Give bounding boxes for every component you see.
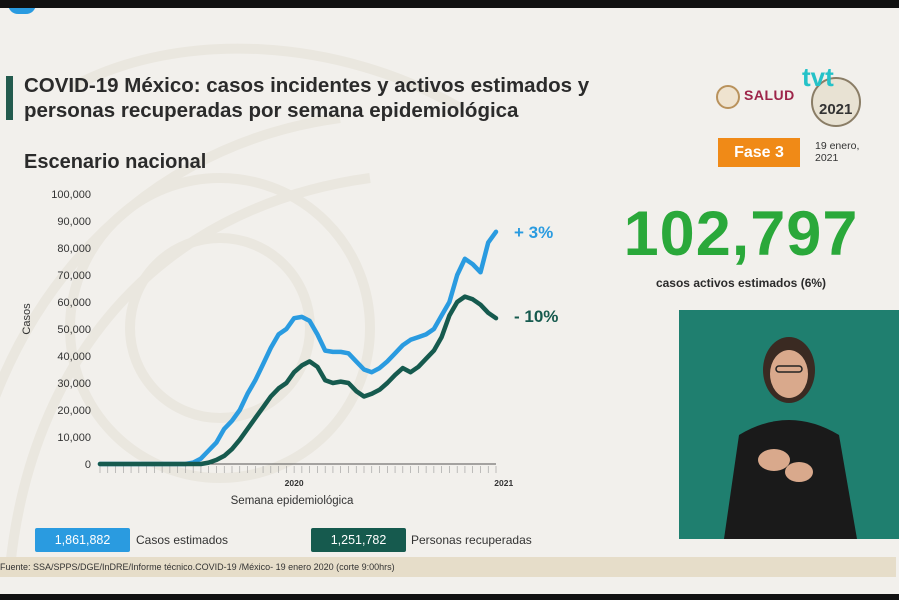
- tvt-logo-year: 2021: [819, 101, 852, 118]
- active-cases-value: 102,797: [623, 199, 859, 269]
- y-tick-label: 50,000: [57, 324, 91, 336]
- corner-decoration: [8, 8, 36, 14]
- report-date: 19 enero, 2021: [815, 140, 860, 164]
- legend-recovered-value: 1,251,782: [311, 528, 406, 552]
- svg-text:tvt: tvt: [802, 62, 834, 92]
- ornament-watermark: [0, 43, 463, 569]
- series-change-label: + 3%: [514, 223, 553, 242]
- legend-estimated-label: Casos estimados: [136, 533, 229, 547]
- y-tick-label: 40,000: [57, 351, 91, 363]
- y-axis: 0 10,000 20,000 30,000 40,000 50,000 60,000 70,…: [51, 189, 91, 471]
- series-change-label: - 10%: [514, 307, 558, 326]
- y-tick-label: 80,000: [57, 243, 91, 255]
- series-layer: + 3% - 10%: [97, 223, 558, 467]
- y-tick-label: 0: [85, 459, 91, 471]
- salud-logo: SALUD: [716, 83, 802, 113]
- y-tick-label: 70,000: [57, 270, 91, 282]
- slide-background: COVID-19 México: casos incidentes y acti…: [0, 8, 899, 594]
- x-year-label: 2020: [285, 478, 304, 488]
- sign-language-interpreter: [679, 310, 899, 539]
- y-tick-label: 100,000: [51, 189, 91, 201]
- legend-estimated-value: 1,861,882: [35, 528, 130, 552]
- slide-subtitle: Escenario nacional: [24, 151, 207, 173]
- title-accent-bar: [6, 76, 13, 120]
- phase-badge: Fase 3: [718, 138, 800, 167]
- series-line-recovered: [97, 294, 499, 467]
- active-cases-caption: casos activos estimados (6%): [655, 276, 827, 290]
- legend-recovered-label: Personas recuperadas: [411, 533, 532, 547]
- source-note: Fuente: SSA/SPPS/DGE/InDRE/Informe técni…: [0, 557, 896, 577]
- x-axis: 2020 2021: [99, 463, 513, 488]
- y-tick-label: 30,000: [57, 378, 91, 390]
- x-axis-label: Semana epidemiológica: [231, 495, 354, 507]
- y-tick-label: 20,000: [57, 405, 91, 417]
- y-tick-label: 10,000: [57, 432, 91, 444]
- y-tick-label: 60,000: [57, 297, 91, 309]
- x-year-label: 2021: [494, 478, 513, 488]
- slide-title: COVID-19 México: casos incidentes y acti…: [24, 74, 590, 122]
- cases-line-chart: 0 10,000 20,000 30,000 40,000 50,000 60,000 70,…: [21, 189, 558, 507]
- y-tick-label: 90,000: [57, 216, 91, 228]
- mexico-seal-icon: [716, 85, 740, 109]
- salud-wordmark: SALUD: [744, 87, 795, 103]
- y-axis-label: Casos: [21, 303, 33, 335]
- tvt-logo: tvt 2021: [802, 62, 861, 127]
